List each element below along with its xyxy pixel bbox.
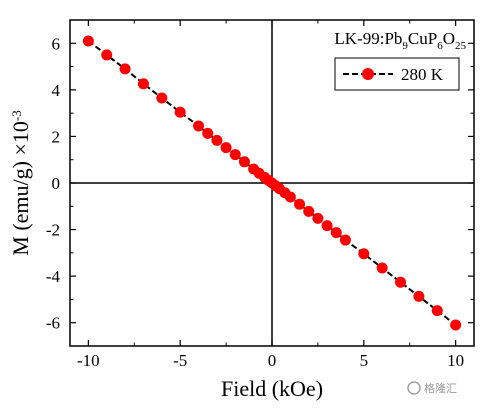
data-point [358,248,370,260]
y-axis-label: M (emu/g) ×10-3 [8,110,33,255]
data-point [174,106,186,118]
annot-sub: 9 [402,40,408,52]
y-axis-label-exponent: -3 [9,110,24,121]
data-point [376,262,388,274]
annot-part: CuP [408,29,437,48]
y-tick-label: -2 [46,221,60,240]
x-tick-label: 5 [360,351,369,370]
data-point [303,205,315,217]
data-point [156,92,168,104]
data-point [238,156,250,168]
watermark: 格隆汇 [407,381,457,395]
data-point [312,212,324,224]
data-point [413,290,425,302]
annot-part: LK-99:Pb [334,29,402,48]
data-point [211,134,223,146]
watermark-logo-icon [407,381,421,395]
legend-marker [362,68,374,80]
data-point [321,220,333,232]
data-point [101,49,113,61]
y-tick-label: 2 [52,127,61,146]
data-point [284,191,296,203]
data-point [82,35,94,47]
data-point [431,305,443,317]
annot-part: O [443,29,455,48]
data-point [294,198,306,210]
plot-frame [69,19,475,347]
x-tick-label: -10 [77,351,100,370]
y-tick-label: -6 [46,314,60,333]
data-point [229,149,241,161]
annot-sub: 6 [437,40,443,52]
data-point [395,276,407,288]
sample-annotation: LK-99:Pb9CuP6O25 [334,29,466,52]
y-axis-label-main: M (emu/g) ×10 [8,121,33,256]
x-tick-label: 0 [268,351,277,370]
legend: 280 K [334,57,460,91]
data-point [193,120,205,132]
annot-sub: 25 [455,40,467,52]
data-point [339,234,351,246]
data-point [220,142,232,154]
x-axis-label: Field (kOe) [221,376,323,401]
data-point [119,63,131,75]
legend-label-280k: 280 K [401,65,444,84]
data-point [450,319,462,331]
data-point [330,227,342,239]
y-tick-label: 4 [52,81,61,100]
x-tick-label: 10 [447,351,464,370]
x-tick-label: -5 [173,351,187,370]
data-point [202,127,214,139]
data-points [82,35,462,331]
data-point [137,78,149,90]
y-tick-label: 6 [52,34,61,53]
y-tick-label: -4 [46,267,61,286]
y-tick-label: 0 [52,174,61,193]
tick-labels: -10 -5 0 5 10 -6 -4 -2 0 2 4 6 [46,34,464,370]
watermark-text: 格隆汇 [424,381,457,395]
